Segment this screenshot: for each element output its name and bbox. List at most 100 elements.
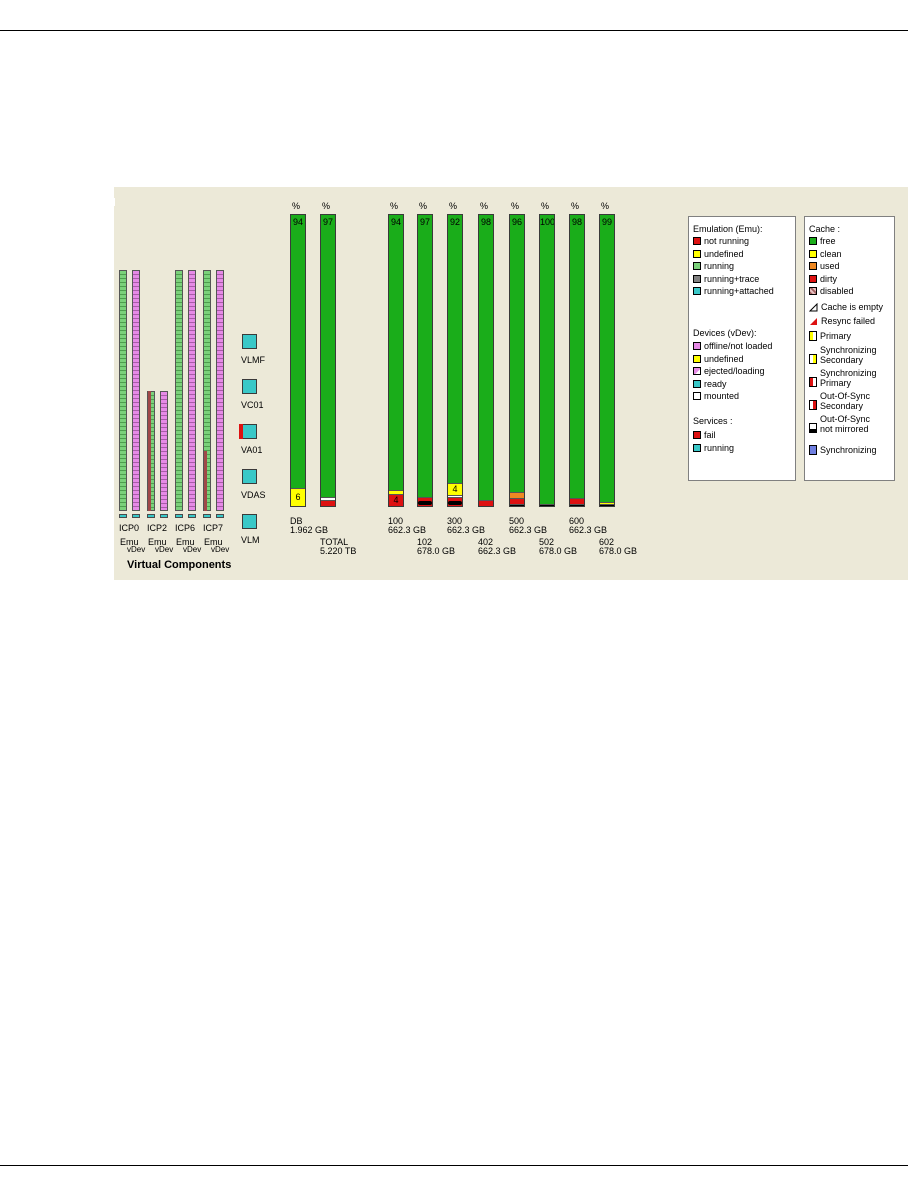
legend-device-row: ready: [693, 378, 727, 390]
sync-secondary-icon: [809, 354, 817, 364]
legend-device-row: ejected/loading: [693, 365, 765, 377]
cache-segment: [510, 497, 524, 504]
vdev-label: vDev: [127, 545, 146, 554]
mirror-dot: [418, 501, 432, 505]
resync-failed-icon: [810, 317, 817, 325]
legend-emulation-label: running+trace: [704, 273, 760, 284]
cache-bar[interactable]: 97: [320, 214, 336, 507]
percent-sign: %: [600, 201, 609, 211]
legend-cache: Cache : free clean used dirty disabled Cache…: [804, 216, 895, 481]
cache-bar[interactable]: 97: [417, 214, 433, 507]
cache-size: 662.3 GB: [478, 546, 517, 556]
legend-primary: Primary: [809, 330, 851, 342]
service-label[interactable]: VA01: [241, 445, 263, 455]
vdev-bar[interactable]: [132, 270, 140, 511]
emu-bar[interactable]: [119, 270, 127, 511]
free-percent: 94: [292, 217, 303, 227]
cache-bar[interactable]: 96: [509, 214, 525, 507]
emu-bar[interactable]: [147, 390, 155, 511]
segment-percent: 4: [393, 495, 399, 506]
cache-segment: [570, 503, 584, 506]
footer-rule: [0, 1165, 908, 1166]
service-status-box[interactable]: [242, 334, 257, 349]
cache-segment: [321, 500, 335, 506]
legend-cache-title: Cache :: [809, 224, 841, 234]
vdev-bar[interactable]: [216, 270, 224, 511]
free-percent: 92: [449, 217, 460, 227]
service-label[interactable]: VC01: [241, 400, 264, 410]
cache-bar[interactable]: 94 6: [290, 214, 306, 507]
cache-size: 662.3 GB: [569, 525, 608, 535]
service-fail-marker: [239, 424, 243, 439]
vdev-label: vDev: [155, 545, 174, 554]
service-status-box[interactable]: [242, 469, 257, 484]
legend-emulation-row: running+trace: [693, 273, 759, 285]
cache-bar[interactable]: 98: [478, 214, 494, 507]
legend-emulation-swatch: [693, 249, 701, 258]
emu-bar[interactable]: [175, 270, 183, 511]
director-label[interactable]: ICP7: [203, 523, 224, 533]
legend-oos-not-mirrored-label-2: not mirrored: [820, 424, 869, 434]
service-label[interactable]: VDAS: [241, 490, 266, 500]
legend-device-label: ejected/loading: [704, 366, 765, 376]
service-status-box[interactable]: [242, 514, 257, 529]
vdev-bar[interactable]: [160, 390, 168, 511]
free-percent: 97: [419, 217, 430, 227]
cache-size: 662.3 GB: [447, 525, 486, 535]
service-status-box[interactable]: [239, 424, 257, 439]
legend-emulation-row: undefined: [693, 248, 744, 260]
cache-bar[interactable]: 94 4: [388, 214, 404, 507]
legend-device-swatch: [693, 342, 701, 350]
free-percent: 94: [390, 217, 401, 227]
service-status-box[interactable]: [242, 379, 257, 394]
legend-cache-label: free: [820, 236, 836, 246]
segment-percent: 6: [295, 492, 301, 503]
vdev-status: [160, 514, 168, 518]
cache-segment: [540, 503, 554, 506]
legend-service-swatch: [693, 444, 701, 452]
emu-status: [175, 514, 183, 518]
panel-marker: [114, 198, 115, 206]
cache-id: 100: [388, 516, 404, 526]
cache-bar[interactable]: 99: [599, 214, 615, 507]
legend-emulation-label: running+attached: [704, 286, 774, 296]
vdev-bar[interactable]: [188, 270, 196, 511]
cache-id: 300: [447, 516, 463, 526]
percent-sign: %: [479, 201, 488, 211]
service-label[interactable]: VLMF: [241, 355, 266, 365]
legend-device-swatch: [693, 379, 701, 388]
legend-oos-not-mirrored: Out-Of-Sync not mirrored: [809, 414, 894, 436]
legend-device-swatch: [693, 367, 701, 375]
cache-segment: [510, 491, 524, 498]
director-label[interactable]: ICP2: [147, 523, 168, 533]
cache-bar[interactable]: 98: [569, 214, 585, 507]
service-label[interactable]: VLM: [241, 535, 260, 545]
emu-bar[interactable]: [203, 270, 211, 511]
cache-segment: [321, 497, 335, 501]
legend-emulation-row: not running: [693, 235, 749, 247]
legend-oos-secondary: Out-Of-Sync Secondary: [809, 391, 894, 413]
legend-cache-swatch: [809, 287, 817, 295]
mirror-dot: [448, 501, 462, 505]
percent-sign: %: [291, 201, 300, 211]
legend-services-title: Services :: [693, 416, 733, 426]
legend-cache-empty-label: Cache is empty: [821, 302, 884, 312]
legend-device-label: offline/not loaded: [704, 341, 773, 351]
emu-fail-strip: [148, 390, 151, 511]
legend-synchronizing-label: Synchronizing: [820, 445, 877, 455]
director-label[interactable]: ICP0: [119, 523, 140, 533]
emu-status: [147, 514, 155, 518]
percent-sign: %: [389, 201, 398, 211]
legend-sync-secondary-label-2: Secondary: [820, 355, 864, 365]
vdev-status: [216, 514, 224, 518]
segment-percent: 4: [452, 484, 458, 495]
legend-primary-label: Primary: [820, 331, 851, 341]
cache-size: 678.0 GB: [539, 546, 578, 556]
director-label[interactable]: ICP6: [175, 523, 196, 533]
cache-bar[interactable]: 92 4: [447, 214, 463, 507]
cache-bar[interactable]: 100: [539, 214, 555, 507]
legend-devices-title: Devices (vDev):: [693, 328, 757, 338]
legend-emulation-title: Emulation (Emu):: [693, 224, 763, 234]
virtual-library-panel: ICP0 Emu vDev ICP2 Emu vDev ICP6 Emu vDev ICP7 Emu…: [114, 187, 908, 580]
cache-area: % 94 6 DB 1.962 GB% 97 TOTAL 5.220 TB% 94 4 100 662…: [114, 187, 674, 580]
